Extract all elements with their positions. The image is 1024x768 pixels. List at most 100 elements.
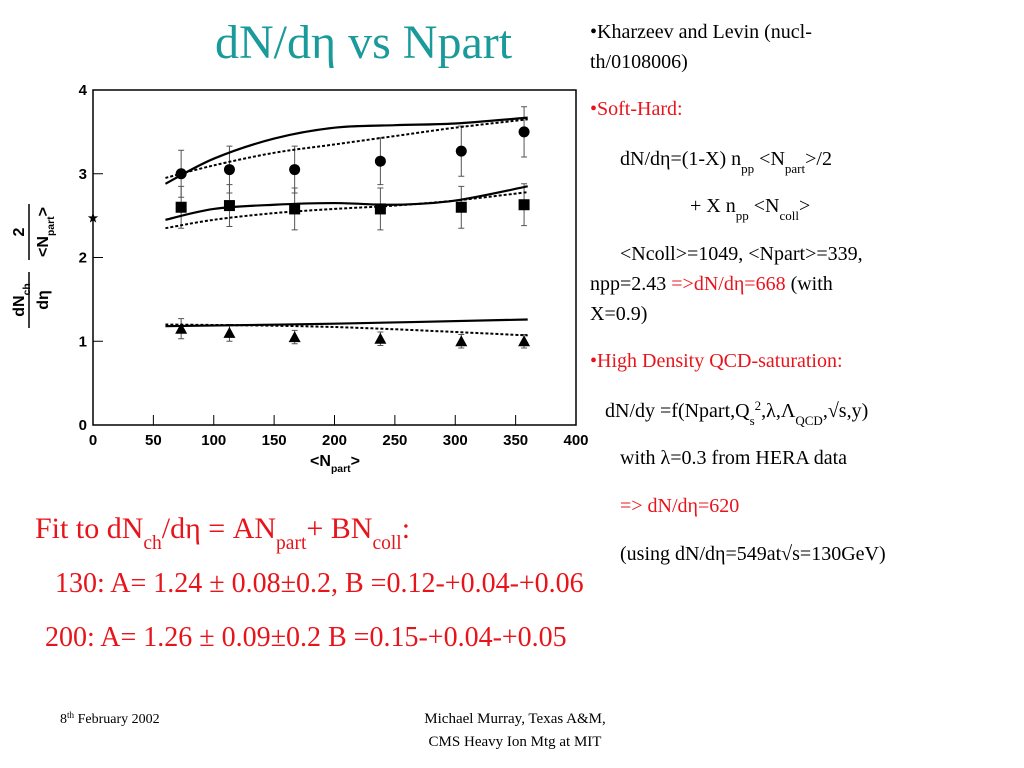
- square-marker: [374, 203, 386, 215]
- y-axis-label: dη: [35, 290, 52, 310]
- model-curve: [164, 116, 528, 185]
- text-segment: 2: [11, 227, 28, 236]
- text-segment: /dη = AN: [162, 512, 276, 545]
- circle-marker: [455, 145, 467, 157]
- plot-frame: [92, 89, 577, 426]
- text-segment: <N: [749, 195, 780, 217]
- y-tick-label: 0: [79, 417, 87, 434]
- text-segment: •Soft-Hard:: [590, 98, 683, 120]
- text-segment: <N: [754, 148, 785, 170]
- text-segment: s: [750, 413, 755, 428]
- note-line: (using dN/dη=549at√s=130GeV): [620, 543, 886, 565]
- text-segment: X=0.9): [590, 303, 647, 325]
- text-segment: part: [331, 464, 351, 475]
- text-segment: 200: A= 1.26 ± 0.09±0.2 B =0.15-+0.04-+0…: [45, 622, 567, 653]
- text-segment: dN/dη=(1-X) n: [620, 148, 741, 170]
- model-curve: [165, 185, 528, 221]
- x-tick-label: 400: [563, 432, 588, 449]
- text-segment: th/0108006): [590, 51, 688, 73]
- text-segment: ch: [143, 533, 162, 554]
- x-tick-label: 150: [262, 432, 287, 449]
- star-marker: [87, 212, 99, 223]
- x-tick-label: 0: [89, 432, 97, 449]
- text-segment: coll: [779, 208, 799, 223]
- text-segment: <N: [35, 236, 52, 257]
- text-segment: dη: [35, 290, 52, 310]
- footer-author: Michael Murray, Texas A&M,: [424, 711, 605, 727]
- triangle-marker: [223, 326, 236, 338]
- x-tick-label: 200: [322, 432, 347, 449]
- note-line: dN/dη=(1-X) npp <Npart>/2: [620, 148, 832, 176]
- text-segment: >: [35, 207, 52, 216]
- text-segment: >/2: [805, 148, 832, 170]
- y-tick-label: 4: [79, 82, 88, 99]
- text-segment: (with: [786, 273, 833, 295]
- note-line: X=0.9): [590, 303, 647, 325]
- note-line: => dN/dη=620: [620, 495, 739, 517]
- circle-marker: [289, 164, 301, 176]
- square-marker: [518, 199, 530, 211]
- note-line: with λ=0.3 from HERA data: [620, 447, 847, 469]
- text-segment: (using dN/dη=549at√s=130GeV): [620, 543, 886, 565]
- text-segment: February 2002: [74, 712, 160, 727]
- note-line: •High Density QCD-saturation:: [590, 350, 843, 372]
- x-tick-label: 300: [443, 432, 468, 449]
- text-segment: >: [351, 453, 360, 470]
- y-tick-label: 2: [79, 250, 87, 267]
- triangle-marker: [374, 332, 387, 344]
- text-segment: ch: [22, 283, 33, 295]
- note-line: •Soft-Hard:: [590, 98, 683, 120]
- text-segment: + X n: [690, 195, 736, 217]
- fit-line: 130: A= 1.24 ± 0.08±0.2, B =0.12-+0.04-+…: [55, 568, 584, 599]
- y-tick-label: 3: [79, 166, 87, 183]
- triangle-marker: [175, 322, 188, 334]
- footer-author: CMS Heavy Ion Mtg at MIT: [429, 734, 602, 750]
- text-segment: pp: [736, 208, 749, 223]
- text-segment: <Ncoll>=1049, <Npart>=339,: [620, 243, 863, 265]
- fit-line: 200: A= 1.26 ± 0.09±0.2 B =0.15-+0.04-+0…: [45, 622, 567, 653]
- fit-line: Fit to dNch/dη = ANpart+ BNcoll:: [35, 512, 410, 554]
- note-line: th/0108006): [590, 51, 688, 73]
- x-axis-label: <Npart>: [310, 453, 360, 475]
- text-segment: :: [402, 512, 410, 545]
- x-tick-label: 250: [382, 432, 407, 449]
- x-tick-label: 350: [503, 432, 528, 449]
- text-segment: => dN/dη=620: [620, 495, 739, 517]
- text-segment: part: [46, 216, 57, 236]
- footer-date: 8th February 2002: [60, 710, 160, 727]
- triangle-marker: [288, 331, 301, 343]
- model-curve: [165, 118, 528, 179]
- text-segment: 130: A= 1.24 ± 0.08±0.2, B =0.12-+0.04-+…: [55, 568, 584, 599]
- y-tick-label: 1: [79, 333, 87, 350]
- square-marker: [289, 203, 301, 215]
- square-marker: [455, 201, 467, 213]
- text-segment: ,√s,y): [823, 400, 868, 422]
- text-segment: ,λ,Λ: [761, 400, 796, 422]
- text-segment: 8: [60, 712, 67, 727]
- text-segment: >: [799, 195, 810, 217]
- text-segment: part: [276, 533, 307, 554]
- note-line: <Ncoll>=1049, <Npart>=339,: [620, 243, 863, 265]
- square-marker: [223, 200, 235, 212]
- text-segment: coll: [372, 533, 402, 554]
- text-segment: •Kharzeev and Levin (nucl-: [590, 21, 812, 43]
- x-tick-label: 50: [145, 432, 162, 449]
- model-curve: [165, 191, 528, 230]
- text-segment: •High Density QCD-saturation:: [590, 350, 843, 372]
- text-segment: QCD: [795, 413, 822, 428]
- model-curve: [165, 323, 528, 337]
- text-segment: dN/dy =f(Npart,Q: [605, 400, 750, 422]
- note-line: dN/dy =f(Npart,Qs2,λ,ΛQCD,√s,y): [605, 398, 868, 428]
- text-segment: pp: [741, 161, 754, 176]
- model-curve: [165, 318, 528, 328]
- text-segment: Fit to dN: [35, 512, 143, 545]
- text-segment: with λ=0.3 from HERA data: [620, 447, 847, 469]
- text-segment: dN: [11, 295, 28, 316]
- y-axis-label: dNch: [11, 283, 33, 316]
- text-segment: 2: [755, 398, 762, 413]
- text-segment: npp=2.43: [590, 273, 671, 295]
- text-segment: part: [785, 161, 806, 176]
- text-segment: <N: [310, 453, 331, 470]
- circle-marker: [223, 164, 235, 176]
